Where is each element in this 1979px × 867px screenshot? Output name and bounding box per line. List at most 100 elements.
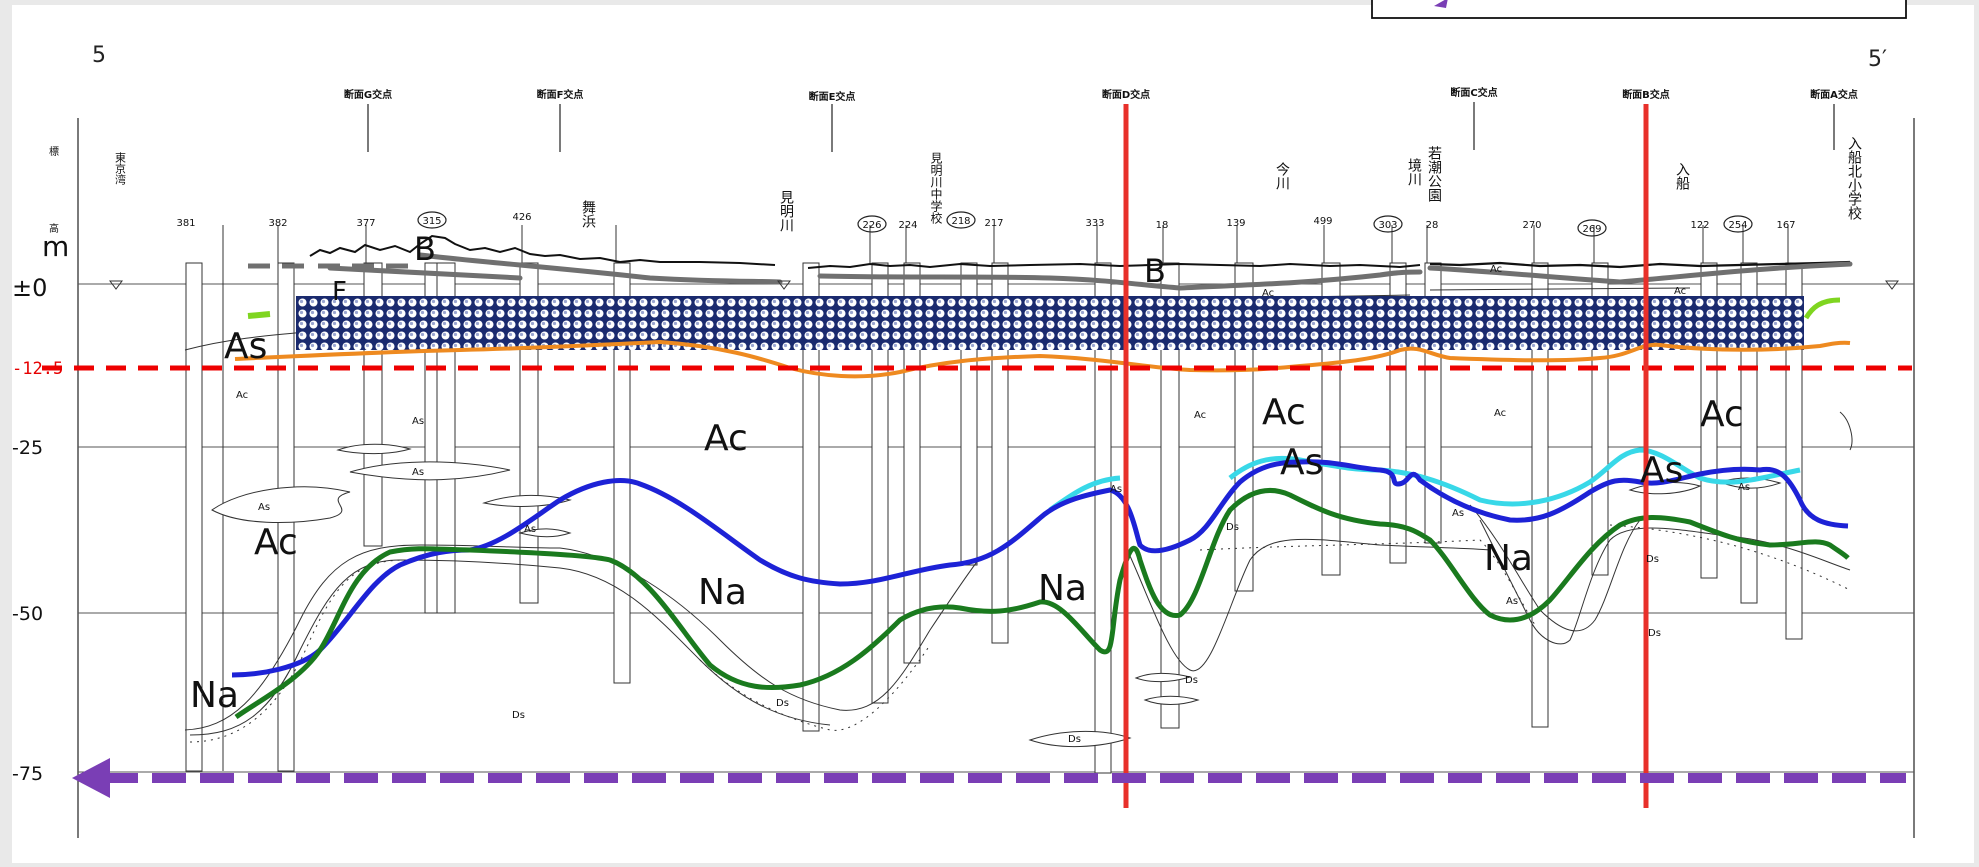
geo-sm-20: Ac bbox=[1674, 286, 1686, 297]
borehole-382: 382 bbox=[268, 218, 287, 229]
tick-boundaries bbox=[189, 524, 1851, 743]
geo-na-mid: Na bbox=[1038, 568, 1087, 609]
gray-fill-lines bbox=[327, 252, 1853, 291]
geo-na-right: Na bbox=[1484, 538, 1533, 579]
geo-f-left: F bbox=[332, 277, 347, 307]
section-g-label: 断面G交点 bbox=[344, 88, 392, 101]
section-f-label: 断面F交点 bbox=[537, 88, 584, 101]
borehole-226: 226 bbox=[862, 220, 881, 231]
place-irifune: 入船 bbox=[1674, 162, 1690, 191]
axis-unit: m bbox=[42, 230, 69, 263]
axis-tick-12-5: -12.5 bbox=[12, 359, 63, 379]
geology-small-labels: Ac As As As As Ds Ds Ds Ds Ac Ac Ac As D… bbox=[236, 264, 1750, 745]
geo-sm-0: Ac bbox=[236, 390, 248, 401]
geo-sm-16: Ds bbox=[1648, 628, 1661, 639]
geo-sm-9: Ac bbox=[1194, 410, 1206, 421]
section-c-label: 断面C交点 bbox=[1450, 86, 1497, 99]
borehole-333: 333 bbox=[1085, 218, 1104, 229]
place-tokyo-bay: 東京湾 bbox=[114, 152, 127, 186]
geo-b-left: B bbox=[414, 230, 436, 268]
geo-sm-6: Ds bbox=[776, 698, 789, 709]
place-mimigawa: 見明川 bbox=[778, 190, 794, 232]
geo-sm-15: As bbox=[1506, 596, 1518, 607]
geo-sm-11: Ac bbox=[1494, 408, 1506, 419]
water-level-marks bbox=[109, 280, 1899, 290]
geo-ac-center: Ac bbox=[704, 418, 748, 459]
axis-tick-0: ±0 bbox=[12, 274, 47, 302]
axis-tick-75: -75 bbox=[12, 763, 43, 785]
geo-sm-13: Ds bbox=[1226, 522, 1239, 533]
geo-na-center: Na bbox=[698, 572, 747, 613]
borehole-381: 381 bbox=[176, 218, 195, 229]
as-layer-pattern bbox=[296, 296, 1804, 350]
borehole-18: 18 bbox=[1156, 220, 1169, 231]
borehole-315: 315 bbox=[422, 216, 441, 227]
place-irifune-kita-es: 入船北小学校 bbox=[1846, 136, 1862, 220]
geo-ac-right: Ac bbox=[1700, 394, 1744, 435]
geo-sm-4: As bbox=[524, 524, 536, 535]
geo-sm-8: Ds bbox=[1068, 734, 1081, 745]
place-mimigawa-jhs: 見明川中学校 bbox=[929, 152, 943, 224]
corner-label-left: 5 bbox=[92, 43, 106, 68]
ground-surface-3 bbox=[1429, 260, 1851, 269]
borehole-269: 269 bbox=[1582, 224, 1601, 235]
geo-sm-10: Ac bbox=[1262, 288, 1274, 299]
ground-surface-1 bbox=[309, 234, 776, 266]
geo-ac-mid: Ac bbox=[1262, 392, 1306, 433]
place-names: 東京湾 舞浜 見明川 見明川中学校 今川 境川 若潮公園 入船 入船北小学校 bbox=[114, 136, 1863, 232]
borehole-270: 270 bbox=[1522, 220, 1541, 231]
place-sakaigawa: 境川 bbox=[1406, 158, 1422, 186]
geo-as-left: As bbox=[224, 326, 267, 367]
place-imagawa: 今川 bbox=[1274, 162, 1290, 190]
section-e-label: 断面E交点 bbox=[809, 90, 856, 103]
borehole-377: 377 bbox=[356, 218, 375, 229]
geo-sm-2: As bbox=[412, 467, 424, 478]
geo-sm-19: As bbox=[1738, 482, 1750, 493]
geo-na-left: Na bbox=[190, 675, 239, 716]
geo-sm-3: As bbox=[258, 502, 270, 513]
place-wakashio-park: 若潮公園 bbox=[1426, 146, 1442, 202]
borehole-218: 218 bbox=[951, 216, 970, 227]
borehole-139: 139 bbox=[1226, 218, 1245, 229]
axis-side-label: 標 高 bbox=[47, 145, 59, 265]
section-b-label: 断面B交点 bbox=[1622, 88, 1670, 101]
geo-as-mid: As bbox=[1280, 442, 1323, 483]
geo-ac-left: Ac bbox=[254, 522, 298, 563]
geo-sm-1: As bbox=[412, 416, 424, 427]
geo-sm-7: Ds bbox=[1185, 675, 1198, 686]
section-d-label: 断面D交点 bbox=[1102, 88, 1150, 101]
place-maihama: 舞浜 bbox=[580, 200, 596, 228]
lime-mark-right bbox=[1803, 297, 1841, 320]
borehole-numbers: 381 382 377 315 426 226 224 218 217 333 … bbox=[176, 212, 1795, 235]
legend-arrow-fragment bbox=[1434, 0, 1448, 8]
purple-arrowhead bbox=[72, 758, 110, 798]
geo-sm-12: As bbox=[1452, 508, 1464, 519]
borehole-28: 28 bbox=[1426, 220, 1439, 231]
section-a-label: 断面A交点 bbox=[1810, 88, 1858, 101]
axis-tick-50: -50 bbox=[12, 603, 43, 625]
geology-large-labels: As Ac Ac Na Na Na Ac As Na Ac As B B F bbox=[190, 230, 1744, 716]
green-boundary-line bbox=[234, 487, 1850, 720]
borehole-thin-lines bbox=[222, 225, 1789, 771]
geo-sm-5: Ds bbox=[512, 710, 525, 721]
borehole-224: 224 bbox=[898, 220, 917, 231]
axis-tick-25: -25 bbox=[12, 437, 43, 459]
borehole-426: 426 bbox=[512, 212, 531, 223]
borehole-499: 499 bbox=[1313, 216, 1332, 227]
borehole-217: 217 bbox=[984, 218, 1003, 229]
geo-sm-17: Ds bbox=[1646, 554, 1659, 565]
geo-sm-18: Ac bbox=[1490, 264, 1502, 275]
borehole-303: 303 bbox=[1378, 220, 1397, 231]
geo-as-right: As bbox=[1640, 450, 1683, 491]
lime-mark-left bbox=[247, 311, 271, 319]
corner-label-right: 5′ bbox=[1868, 47, 1887, 72]
borehole-circles bbox=[417, 211, 1753, 237]
section-marker-ticks bbox=[367, 102, 1835, 152]
geo-b-mid: B bbox=[1144, 252, 1166, 290]
borehole-254: 254 bbox=[1728, 220, 1747, 231]
ground-surface-2 bbox=[807, 262, 1421, 269]
geo-sm-14: As bbox=[1110, 484, 1122, 495]
blue-boundary-line bbox=[231, 459, 1849, 678]
